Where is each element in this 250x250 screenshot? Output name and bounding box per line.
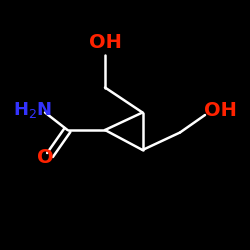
Text: OH: OH — [88, 33, 122, 52]
Text: O: O — [37, 148, 53, 167]
Text: OH: OH — [204, 100, 236, 119]
Text: H$_2$N: H$_2$N — [13, 100, 52, 120]
